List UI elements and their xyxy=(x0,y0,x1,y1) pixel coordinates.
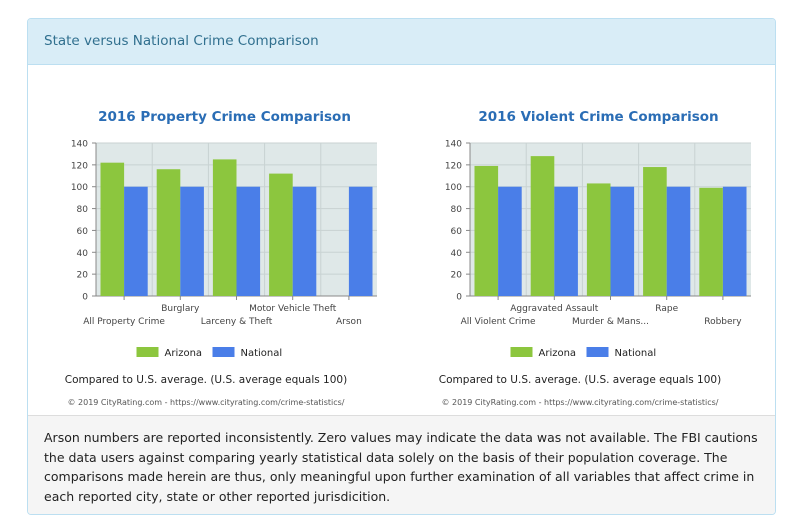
y-tick-label: 80 xyxy=(451,205,463,215)
legend-swatch-national xyxy=(212,347,235,357)
legend-label: Arizona xyxy=(539,348,577,359)
bar-arizona xyxy=(699,187,723,296)
bar-arizona xyxy=(530,156,555,296)
bar-arizona xyxy=(586,183,611,296)
y-tick-label: 140 xyxy=(445,140,462,150)
bar-national xyxy=(180,186,204,296)
bar-national xyxy=(292,186,317,296)
bar-arizona xyxy=(156,169,181,296)
legend-label: Arizona xyxy=(165,348,203,359)
y-tick-label: 80 xyxy=(77,205,89,215)
bar-national xyxy=(666,186,691,296)
legend-label: National xyxy=(615,348,657,359)
chart-caption: Compared to U.S. average. (U.S. average … xyxy=(439,374,721,386)
y-tick-label: 20 xyxy=(451,271,463,281)
x-tick-label: Robbery xyxy=(704,317,742,327)
chart-title: 2016 Violent Crime Comparison xyxy=(478,109,718,125)
legend-label: National xyxy=(241,348,283,359)
chart-credit: © 2019 CityRating.com - https://www.city… xyxy=(441,398,718,407)
bar-arizona xyxy=(643,167,667,296)
x-tick-label: Motor Vehicle Theft xyxy=(249,304,337,314)
x-tick-label: Rape xyxy=(655,304,678,314)
legend-swatch-arizona xyxy=(510,347,533,357)
x-tick-label: Larceny & Theft xyxy=(201,317,273,327)
bar-national xyxy=(554,186,578,296)
chart-credit: © 2019 CityRating.com - https://www.city… xyxy=(67,398,344,407)
x-tick-label: Burglary xyxy=(161,304,200,314)
y-tick-label: 60 xyxy=(451,227,463,237)
panel-heading: State versus National Crime Comparison xyxy=(28,19,775,65)
y-tick-label: 140 xyxy=(71,140,88,150)
y-tick-label: 40 xyxy=(77,249,89,259)
chart-caption: Compared to U.S. average. (U.S. average … xyxy=(65,374,347,386)
x-tick-label: All Violent Crime xyxy=(461,317,536,327)
panel-title: State versus National Crime Comparison xyxy=(44,33,319,49)
y-tick-label: 20 xyxy=(77,271,89,281)
bar-arizona xyxy=(100,162,125,296)
x-tick-label: All Property Crime xyxy=(83,317,165,327)
panel-footer: Arson numbers are reported inconsistentl… xyxy=(28,415,775,514)
crime-comparison-panel: State versus National Crime Comparison 2… xyxy=(27,18,776,515)
bar-arizona xyxy=(212,159,237,296)
y-tick-label: 0 xyxy=(82,293,88,303)
bar-national xyxy=(610,186,635,296)
y-tick-label: 40 xyxy=(451,249,463,259)
chart-title: 2016 Property Crime Comparison xyxy=(98,109,351,125)
x-tick-label: Murder & Mans... xyxy=(572,317,649,327)
y-tick-label: 120 xyxy=(71,161,88,171)
y-tick-label: 0 xyxy=(456,293,462,303)
bar-national xyxy=(124,186,148,296)
y-tick-label: 120 xyxy=(445,161,462,171)
x-tick-label: Aggravated Assault xyxy=(510,304,599,314)
property-crime-chart-svg: 2016 Property Crime Comparison 0 20 40 60 80 1… xyxy=(65,109,377,407)
property-crime-chart: 2016 Property Crime Comparison 0 20 40 60 80 1… xyxy=(44,71,389,415)
violent-crime-chart-svg: 2016 Violent Crime Comparison 0 20 40 60 80 10… xyxy=(439,109,751,407)
x-tick-label: Arson xyxy=(336,317,362,327)
bar-national xyxy=(722,186,747,296)
bar-national xyxy=(236,186,261,296)
y-tick-label: 60 xyxy=(77,227,89,237)
y-tick-label: 100 xyxy=(445,183,462,193)
bar-arizona xyxy=(269,173,293,296)
bar-national xyxy=(348,186,373,296)
arson-disclaimer: Arson numbers are reported inconsistentl… xyxy=(44,430,758,504)
legend-swatch-national xyxy=(586,347,609,357)
bar-arizona xyxy=(474,165,499,296)
violent-crime-chart: 2016 Violent Crime Comparison 0 20 40 60 80 10… xyxy=(418,71,763,415)
legend-swatch-arizona xyxy=(136,347,159,357)
bar-national xyxy=(498,186,522,296)
y-tick-label: 100 xyxy=(71,183,88,193)
